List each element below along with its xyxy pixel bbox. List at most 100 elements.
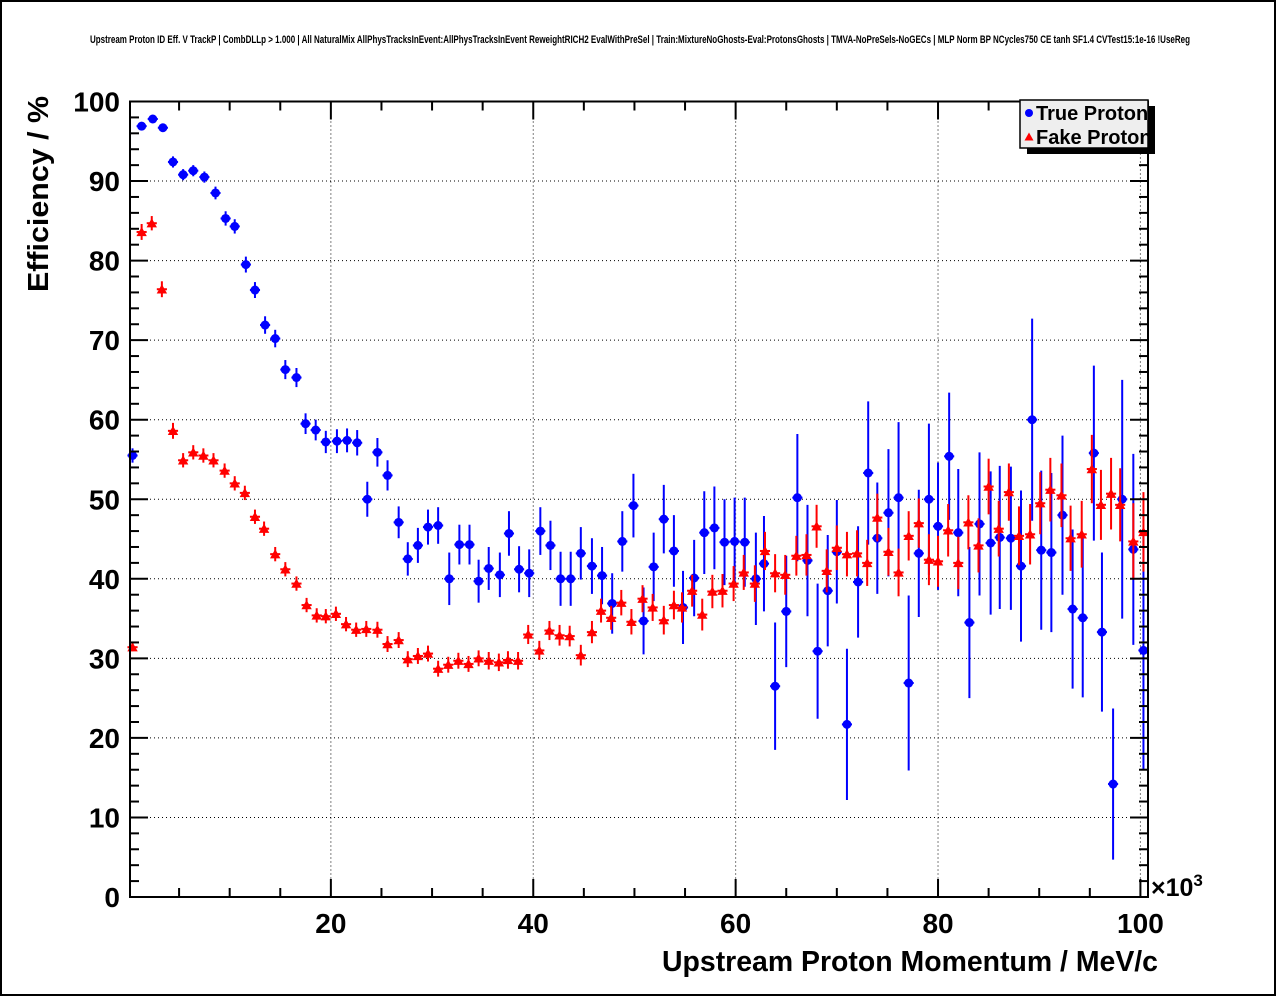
data-point-true-proton xyxy=(1036,545,1046,555)
data-point-true-proton xyxy=(168,157,178,167)
data-point-fake-proton xyxy=(586,627,598,637)
series-true-proton xyxy=(127,114,1149,860)
data-point-true-proton xyxy=(1089,448,1099,458)
data-point-true-proton xyxy=(1097,627,1107,637)
legend-marker-true-proton xyxy=(1025,109,1033,117)
gridlines xyxy=(130,101,1148,897)
x-tick-label: 100 xyxy=(1117,908,1164,939)
data-point-fake-proton xyxy=(769,568,781,578)
data-point-fake-proton xyxy=(402,654,413,664)
legend-label-true-proton: True Proton xyxy=(1036,103,1148,125)
data-point-fake-proton xyxy=(658,615,669,625)
data-point-fake-proton xyxy=(453,655,464,665)
data-point-fake-proton xyxy=(463,658,474,669)
data-point-fake-proton xyxy=(993,523,1004,533)
data-point-true-proton xyxy=(465,540,475,550)
data-point-true-proton xyxy=(250,285,260,295)
data-point-fake-proton xyxy=(801,549,812,560)
data-point-true-proton xyxy=(823,586,833,596)
data-point-true-proton xyxy=(649,562,659,572)
data-point-true-proton xyxy=(720,537,730,547)
data-point-fake-proton xyxy=(831,542,843,552)
data-point-true-proton xyxy=(1057,510,1067,520)
data-point-true-proton xyxy=(1108,779,1118,789)
data-point-fake-proton xyxy=(780,569,791,580)
data-point-fake-proton xyxy=(821,565,832,576)
legend-marker-fake-proton xyxy=(1024,132,1034,141)
data-point-fake-proton xyxy=(156,284,168,294)
data-point-true-proton xyxy=(1138,645,1148,655)
data-point-fake-proton xyxy=(1024,529,1036,539)
data-point-fake-proton xyxy=(707,586,718,596)
data-point-fake-proton xyxy=(350,624,362,634)
data-point-fake-proton xyxy=(728,578,739,588)
y-axis-title: Efficiency / % xyxy=(23,96,55,292)
data-point-fake-proton xyxy=(554,630,565,640)
data-point-fake-proton xyxy=(1105,488,1117,498)
data-point-fake-proton xyxy=(738,567,749,577)
data-point-true-proton xyxy=(730,536,740,546)
data-point-true-proton xyxy=(607,598,617,608)
data-point-fake-proton xyxy=(1003,487,1015,497)
data-point-fake-proton xyxy=(219,465,230,475)
data-point-fake-proton xyxy=(1076,529,1087,539)
data-point-true-proton xyxy=(1006,533,1016,543)
data-point-fake-proton xyxy=(412,650,424,661)
data-point-fake-proton xyxy=(883,546,894,556)
data-point-fake-proton xyxy=(759,545,771,556)
data-point-true-proton xyxy=(1016,561,1026,571)
data-point-true-proton xyxy=(394,517,404,527)
data-point-true-proton xyxy=(454,540,464,550)
data-point-fake-proton xyxy=(749,578,761,588)
data-point-fake-proton xyxy=(626,616,637,626)
data-point-true-proton xyxy=(137,121,147,131)
y-tick-label: 0 xyxy=(104,882,120,913)
x-tick-label: 20 xyxy=(315,908,346,939)
data-point-fake-proton xyxy=(280,564,291,574)
data-point-fake-proton xyxy=(595,605,607,615)
data-point-fake-proton xyxy=(258,523,270,533)
axis-ticks xyxy=(130,101,1148,897)
data-point-true-proton xyxy=(342,435,352,445)
data-point-fake-proton xyxy=(146,218,157,228)
data-point-fake-proton xyxy=(942,525,954,535)
data-point-true-proton xyxy=(444,574,454,584)
data-point-fake-proton xyxy=(923,554,935,564)
data-point-true-proton xyxy=(495,570,505,580)
data-point-true-proton xyxy=(1068,604,1078,614)
data-point-fake-proton xyxy=(872,512,883,522)
data-point-fake-proton xyxy=(502,654,514,665)
x-tick-label: 40 xyxy=(518,908,549,939)
data-point-fake-proton xyxy=(136,226,147,237)
data-point-true-proton xyxy=(933,521,943,531)
data-point-fake-proton xyxy=(382,639,393,649)
data-point-true-proton xyxy=(669,546,679,556)
data-series xyxy=(127,114,1149,860)
y-tick-label: 40 xyxy=(89,564,120,595)
data-point-fake-proton xyxy=(534,645,545,655)
data-point-fake-proton xyxy=(616,597,627,607)
axis-tick-labels: 20 40 60 80 100 0 10 20 30 40 50 60 70 80 90 100 xyxy=(73,87,1163,940)
data-point-fake-proton xyxy=(422,648,434,658)
legend-label-fake-proton: Fake Proton xyxy=(1036,127,1152,149)
data-point-true-proton xyxy=(301,419,311,429)
data-point-true-proton xyxy=(914,548,924,558)
data-point-true-proton xyxy=(709,523,719,533)
data-point-true-proton xyxy=(148,114,158,124)
y-tick-label: 30 xyxy=(89,643,120,674)
data-point-true-proton xyxy=(759,559,769,569)
data-point-fake-proton xyxy=(270,549,281,559)
data-point-true-proton xyxy=(311,425,321,435)
data-point-true-proton xyxy=(944,451,954,461)
x-tick-label: 80 xyxy=(922,908,953,939)
y-tick-label: 10 xyxy=(89,802,120,833)
data-point-true-proton xyxy=(566,574,576,584)
data-point-fake-proton xyxy=(1128,536,1139,546)
data-point-fake-proton xyxy=(1013,530,1025,541)
data-point-fake-proton xyxy=(361,623,372,634)
data-point-fake-proton xyxy=(1035,498,1046,508)
data-point-true-proton xyxy=(545,540,555,550)
data-point-fake-proton xyxy=(320,611,332,621)
data-point-fake-proton xyxy=(393,635,404,645)
